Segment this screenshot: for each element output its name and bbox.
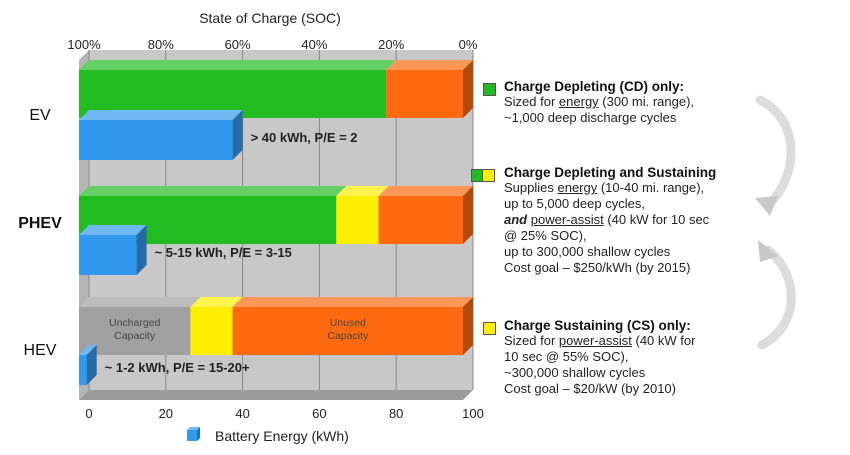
bottom-tick-label: 100	[462, 406, 484, 421]
arrow-head-icon	[755, 196, 778, 216]
soc-segment	[79, 297, 201, 355]
legend-text: up to 300,000 shallow cycles	[504, 244, 671, 259]
energy-bar	[79, 110, 243, 160]
legend-title: Charge Sustaining (CS) only:	[504, 318, 691, 333]
legend-item: Charge Depleting (CD) only: Sized for ene…	[483, 79, 694, 126]
soc-segment	[378, 186, 473, 244]
bottom-tick-label: 0	[85, 406, 92, 421]
legend-text: ~300,000 shallow cycles	[504, 365, 646, 380]
top-axis-label: State of Charge (SOC)	[199, 10, 341, 26]
legend-text: Cost goal – $250/kWh (by 2015)	[504, 260, 691, 275]
top-tick-label: 0%	[459, 37, 478, 52]
top-tick-label: 60%	[225, 37, 251, 52]
curved-arrow-icon	[755, 95, 796, 210]
top-tick-label: 20%	[378, 37, 404, 52]
energy-bar-label: ~ 5-15 kWh, P/E = 3-15	[155, 245, 292, 260]
bottom-tick-label: 80	[389, 406, 403, 421]
legend-item: Charge Sustaining (CS) only: Sized for po…	[483, 318, 695, 397]
legend-item: Charge Depleting and Sustaining Supplies …	[471, 165, 717, 276]
legend-text: up to 5,000 deep cycles,	[504, 196, 645, 211]
top-tick-label: 40%	[301, 37, 327, 52]
soc-segment	[336, 186, 389, 244]
soc-segment	[190, 297, 243, 355]
bottom-axis-key	[187, 427, 200, 441]
legend-text: and power-assist (40 kW for 10 sec	[504, 212, 710, 227]
bottom-axis-label: Battery Energy (kWh)	[215, 428, 349, 444]
soc-segment	[386, 60, 473, 118]
bottom-tick-label: 20	[159, 406, 173, 421]
energy-bar-label: ~ 1-2 kWh, P/E = 15-20+	[105, 360, 250, 375]
segment-label: Unused	[330, 317, 366, 329]
energy-bar-label: > 40 kWh, P/E = 2	[251, 130, 358, 145]
legend-text: Sized for energy (300 mi. range),	[504, 94, 695, 109]
plot-floor	[79, 390, 473, 400]
legend-text: Cost goal – $20/kW (by 2010)	[504, 381, 676, 396]
legend-swatch	[483, 322, 496, 335]
legend-text: Supplies energy (10-40 mi. range),	[504, 180, 705, 195]
category-label: PHEV	[18, 215, 62, 232]
soc-segment	[232, 297, 473, 355]
legend-swatch	[483, 83, 496, 96]
segment-label: Capacity	[327, 330, 369, 342]
legend-text: ~1,000 deep discharge cycles	[504, 110, 677, 125]
legend-title: Charge Depleting and Sustaining	[504, 165, 717, 180]
top-tick-label: 80%	[148, 37, 174, 52]
arrow-head-icon	[758, 240, 778, 262]
segment-label: Capacity	[114, 330, 156, 342]
energy-bar	[79, 225, 147, 275]
category-label: EV	[29, 107, 51, 124]
legend-text: @ 25% SOC),	[504, 228, 587, 243]
legend-text: 10 sec @ 55% SOC),	[504, 349, 629, 364]
category-label: HEV	[24, 342, 57, 359]
legend-swatch	[482, 169, 495, 182]
legend-title: Charge Depleting (CD) only:	[504, 79, 685, 94]
bottom-tick-label: 60	[312, 406, 326, 421]
curved-arrow-icon	[757, 245, 796, 350]
bottom-tick-label: 40	[235, 406, 249, 421]
energy-bar	[79, 345, 97, 385]
legend-text: Sized for power-assist (40 kW for	[504, 333, 696, 348]
top-tick-label: 100%	[67, 37, 101, 52]
soc-segment	[79, 60, 397, 118]
segment-label: Uncharged	[109, 317, 161, 329]
